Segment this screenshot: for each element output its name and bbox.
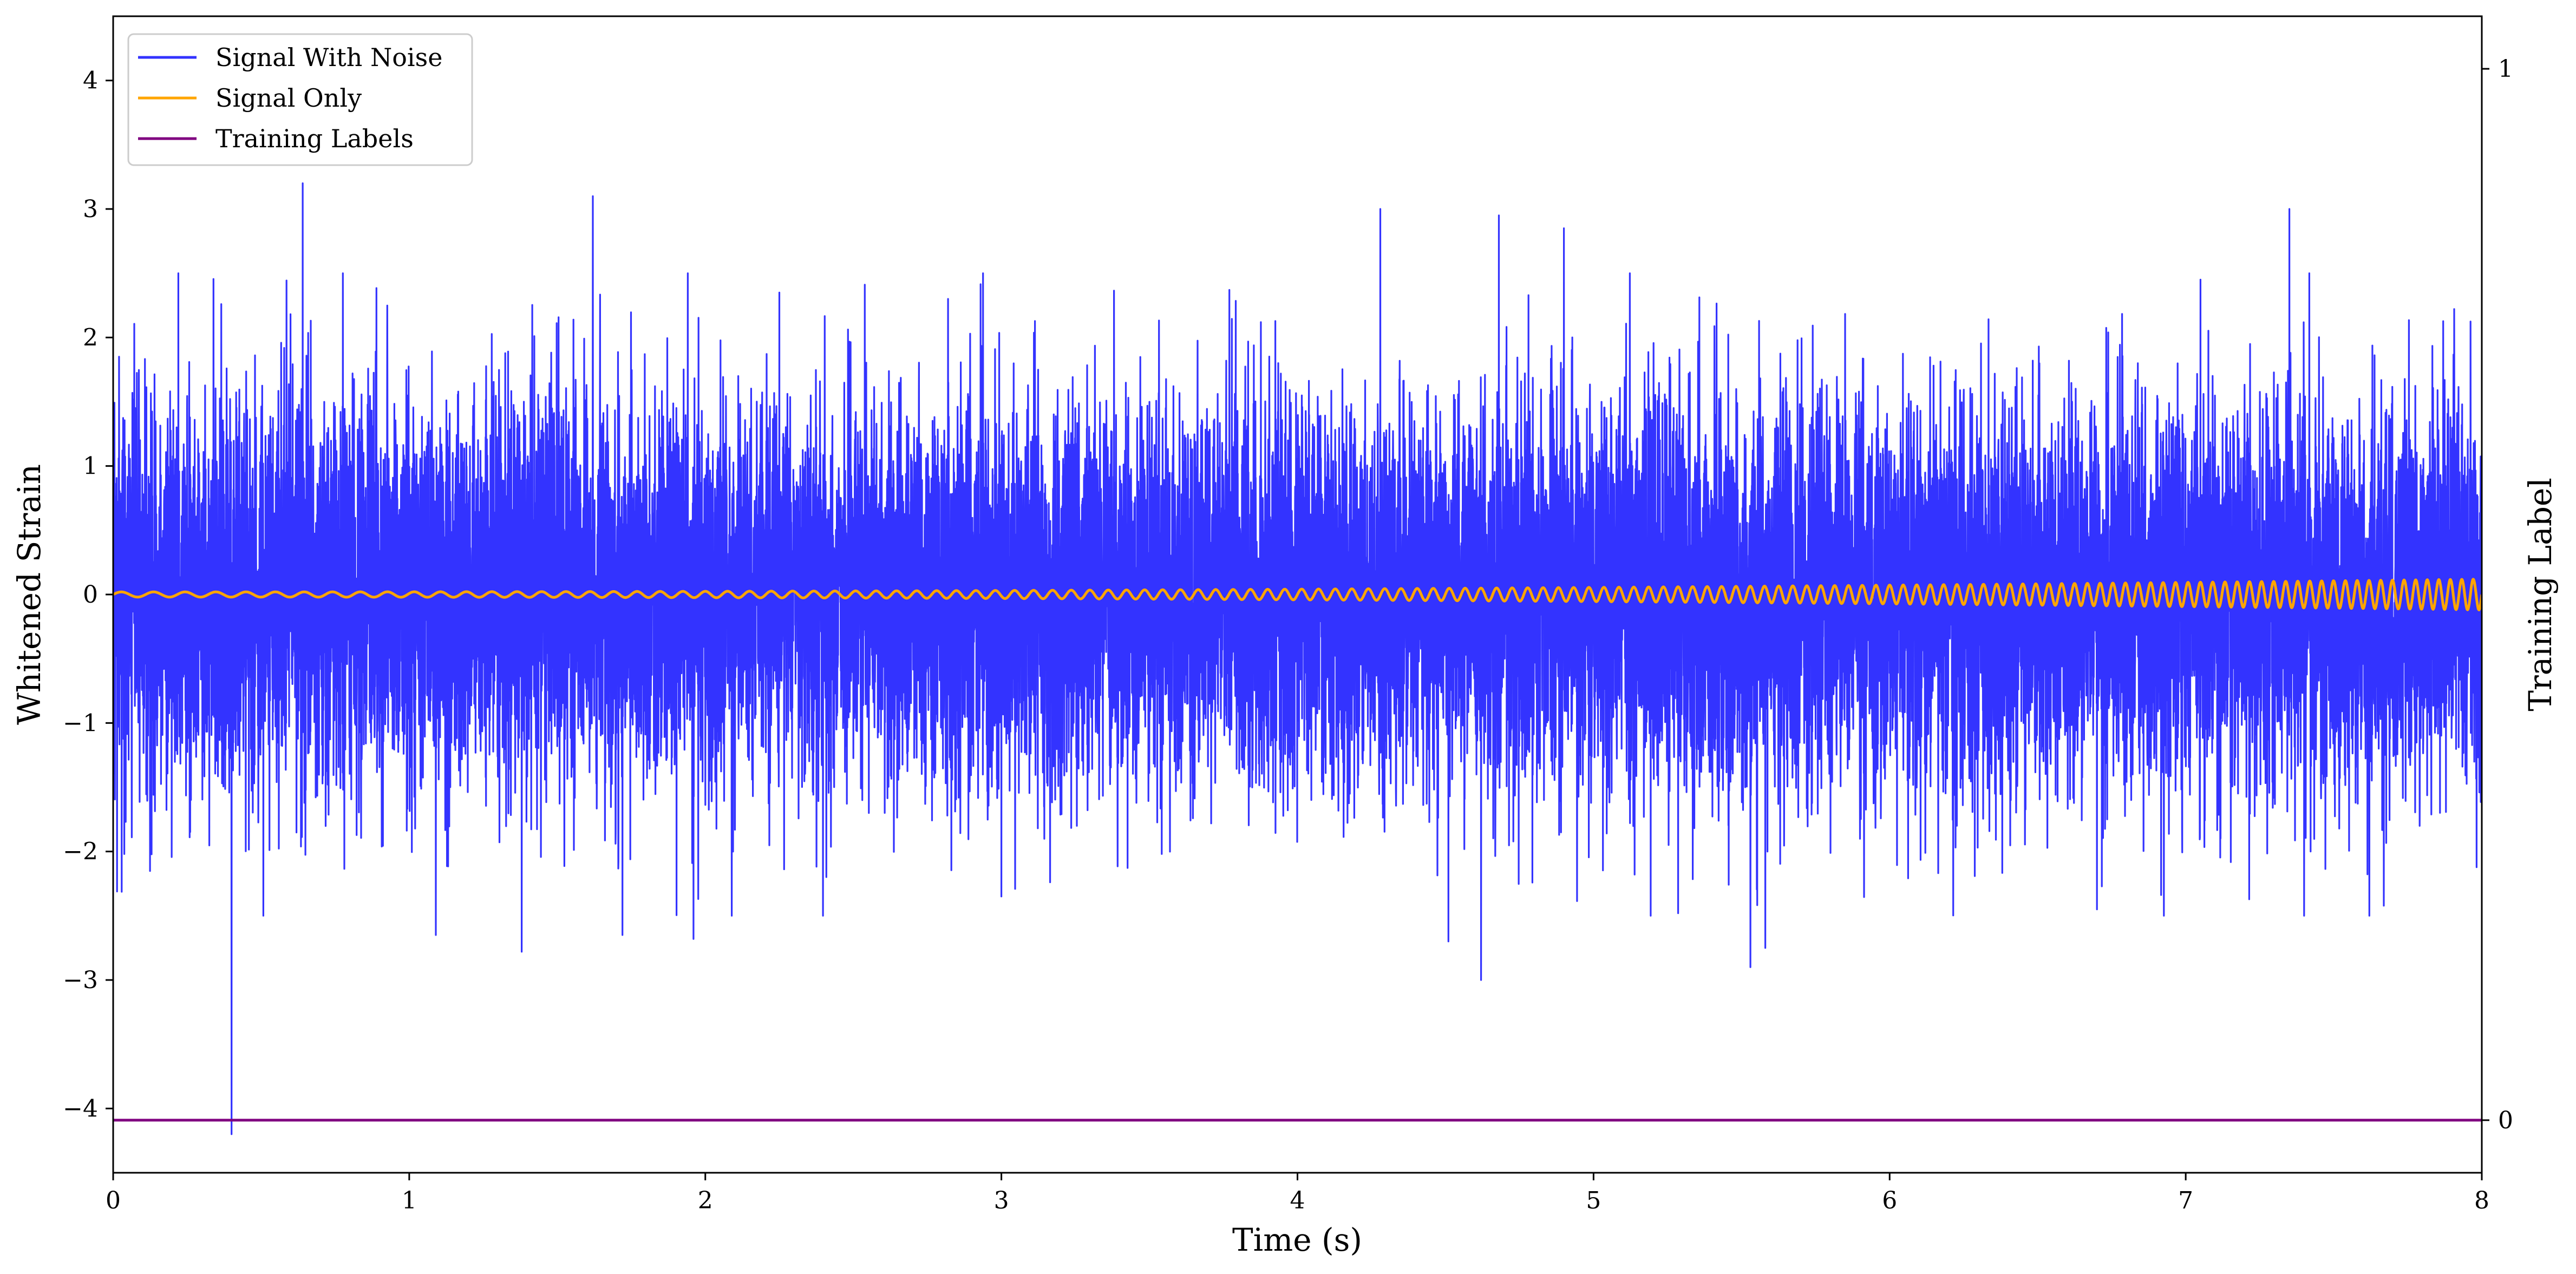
y-axis-left: −4 −3 −2 −1 0 1 2 3 4 — [63, 67, 113, 1122]
legend-label-signal-only: Signal Only — [215, 83, 362, 113]
y-tick-label: −2 — [63, 838, 98, 866]
legend: Signal With Noise Signal Only Training L… — [127, 33, 473, 166]
x-tick-label: 3 — [994, 1187, 1009, 1214]
x-tick-label: 1 — [402, 1187, 417, 1214]
legend-box — [127, 33, 473, 166]
x-tick-label: 4 — [1290, 1187, 1305, 1214]
x-tick-label: 8 — [2474, 1187, 2489, 1214]
y-tick-label: 0 — [83, 581, 98, 609]
series-line-signal-with-noise — [113, 182, 2482, 1135]
plot-area — [113, 182, 2482, 1135]
series-line-signal-only — [113, 578, 2482, 611]
y2-axis-label: Training Label — [2522, 478, 2559, 711]
x-axis-label: Time (s) — [1232, 1221, 1362, 1258]
x-tick-label: 0 — [106, 1187, 121, 1214]
y2-tick-label: 1 — [2498, 55, 2513, 83]
x-tick-label: 6 — [1882, 1187, 1897, 1214]
y-tick-label: 1 — [83, 453, 98, 480]
y-tick-label: 4 — [83, 67, 98, 95]
legend-label-training-labels: Training Labels — [215, 124, 414, 153]
y-axis-right: 01 — [2482, 55, 2513, 1134]
legend-label-signal-with-noise: Signal With Noise — [215, 43, 442, 72]
x-axis: 0 1 2 3 4 5 6 7 8 — [106, 1173, 2489, 1214]
y-tick-label: 2 — [83, 324, 98, 351]
y-tick-label: −4 — [63, 1095, 98, 1122]
x-tick-label: 5 — [1586, 1187, 1601, 1214]
y2-tick-label: 0 — [2498, 1107, 2513, 1134]
x-tick-label: 2 — [698, 1187, 713, 1214]
x-tick-label: 7 — [2178, 1187, 2193, 1214]
y-tick-label: −1 — [63, 709, 98, 737]
y-axis-label: Whitened Strain — [11, 464, 48, 725]
y-tick-label: −3 — [63, 966, 98, 994]
y-tick-label: 3 — [83, 195, 98, 223]
